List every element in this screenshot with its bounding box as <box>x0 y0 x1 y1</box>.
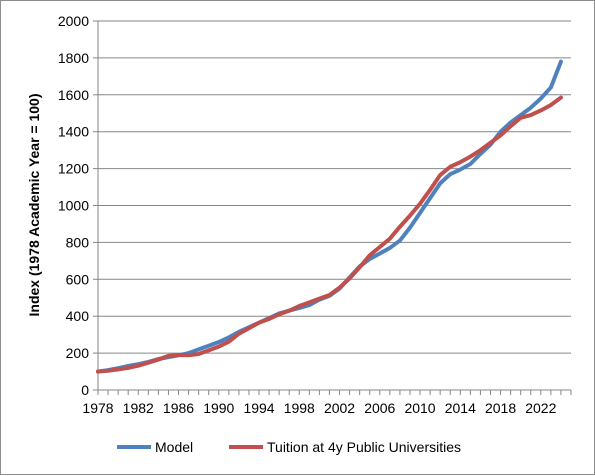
x-tick-label: 2006 <box>364 400 395 416</box>
series-lines <box>96 59 563 374</box>
series-line-model <box>96 59 563 374</box>
x-tick-label: 1982 <box>123 400 154 416</box>
y-tick-label: 200 <box>66 345 90 361</box>
y-tick-label: 1200 <box>58 161 89 177</box>
y-tick-label: 400 <box>66 308 90 324</box>
x-tick-label: 1994 <box>243 400 274 416</box>
y-tick-label: 600 <box>66 271 90 287</box>
x-tick-label: 1986 <box>163 400 194 416</box>
legend-label-tuition: Tuition at 4y Public Universities <box>267 439 461 455</box>
legend: Model Tuition at 4y Public Universities <box>117 439 461 455</box>
y-tick-label: 1400 <box>58 124 89 140</box>
legend-label-model: Model <box>155 439 193 455</box>
x-tick-label: 1998 <box>284 400 315 416</box>
x-tick-label: 1990 <box>203 400 234 416</box>
series-line-tuition <box>96 95 563 374</box>
x-tick-label: 2010 <box>404 400 435 416</box>
y-tick-label: 1800 <box>58 50 89 66</box>
x-tick-label: 2018 <box>485 400 516 416</box>
y-tick-label: 1000 <box>58 198 89 214</box>
y-axis-title: Index (1978 Academic Year = 100) <box>26 94 42 317</box>
x-tick-label: 2014 <box>445 400 476 416</box>
y-tick-label: 0 <box>81 382 89 398</box>
x-tick-label: 2002 <box>324 400 355 416</box>
y-tick-label: 800 <box>66 234 90 250</box>
y-tick-label: 2000 <box>58 13 89 29</box>
y-tick-label: 1600 <box>58 87 89 103</box>
tick-labels: 0 200 400 600 800 1000 1200 1400 1600 1800 2000 197… <box>58 13 557 416</box>
x-tick-label: 2022 <box>525 400 556 416</box>
x-tick-label: 1978 <box>82 400 113 416</box>
gridlines <box>98 20 571 354</box>
axes <box>93 20 572 395</box>
